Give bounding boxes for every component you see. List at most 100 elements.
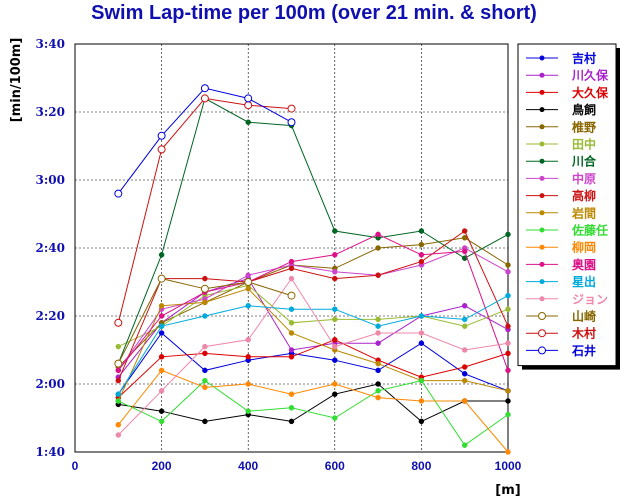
data-point xyxy=(418,418,425,425)
legend-marker xyxy=(539,227,545,233)
data-point xyxy=(375,394,381,401)
series-11 xyxy=(115,377,511,448)
legend-label: 柳岡 xyxy=(572,240,596,255)
series-line xyxy=(118,284,509,348)
x-tick-label: 200 xyxy=(152,459,172,473)
data-point xyxy=(461,323,468,329)
data-point xyxy=(158,367,165,374)
legend-marker xyxy=(539,89,545,95)
data-point xyxy=(202,384,208,391)
data-point xyxy=(158,408,165,414)
data-point xyxy=(418,313,425,319)
data-point xyxy=(375,330,381,336)
y-tick-label: 3:40 xyxy=(36,37,65,51)
legend-entry: 鳥飼 xyxy=(526,102,596,117)
data-point xyxy=(288,330,295,336)
series-line xyxy=(118,379,509,446)
legend-entry: 岩間 xyxy=(526,205,596,220)
series-line xyxy=(117,237,509,368)
legend-label: 吉村 xyxy=(572,51,596,66)
series-line xyxy=(117,295,509,395)
data-point xyxy=(505,269,511,275)
y-tick-label: 3:20 xyxy=(36,105,65,119)
legend-label: 奥園 xyxy=(572,257,596,272)
data-point xyxy=(158,323,165,329)
data-point xyxy=(157,274,166,283)
legend-marker xyxy=(539,296,545,302)
data-point xyxy=(115,391,122,397)
data-point xyxy=(158,252,165,258)
data-point xyxy=(287,118,296,127)
data-point xyxy=(375,381,381,387)
data-point xyxy=(288,275,295,282)
data-point xyxy=(505,231,511,238)
data-point xyxy=(332,337,338,343)
data-point xyxy=(158,354,165,360)
legend-label: 木村 xyxy=(571,326,596,341)
series-line xyxy=(117,369,509,453)
data-point xyxy=(245,119,251,125)
data-point xyxy=(375,272,381,278)
legend-marker xyxy=(538,312,546,320)
legend-entry: 吉村 xyxy=(526,51,596,66)
data-point xyxy=(418,340,425,346)
legend-entry: 石井 xyxy=(526,343,596,358)
legend-marker xyxy=(539,244,545,250)
data-point xyxy=(158,330,165,336)
data-point xyxy=(461,398,468,404)
data-point xyxy=(332,275,338,282)
legend-entry: 高柳 xyxy=(526,188,596,203)
data-point xyxy=(332,306,338,312)
data-point xyxy=(288,258,295,265)
data-point xyxy=(245,303,251,309)
data-point xyxy=(288,354,295,360)
data-point xyxy=(505,367,511,374)
legend-entry: 星出 xyxy=(526,274,596,289)
data-point xyxy=(288,306,295,312)
data-point xyxy=(158,388,165,394)
legend-marker xyxy=(539,72,545,78)
legend-label: 山崎 xyxy=(572,309,596,324)
data-point xyxy=(375,323,381,329)
data-point xyxy=(461,371,468,377)
data-point xyxy=(505,350,511,357)
series-15 xyxy=(115,275,511,438)
data-point xyxy=(505,449,511,455)
legend-label: 高柳 xyxy=(572,188,596,203)
series-14 xyxy=(115,292,511,397)
y-tick-label: 2:00 xyxy=(36,377,65,391)
x-tick-label: 600 xyxy=(325,459,345,473)
data-point xyxy=(461,316,468,323)
data-point xyxy=(244,278,253,286)
data-point xyxy=(505,292,511,299)
data-point xyxy=(332,269,338,275)
data-point xyxy=(202,377,208,384)
data-point xyxy=(505,340,511,346)
data-point xyxy=(200,94,209,103)
data-point xyxy=(418,377,425,384)
data-point xyxy=(288,418,295,425)
legend-entry: 中原 xyxy=(526,171,596,186)
legend-entry: 柳岡 xyxy=(526,240,596,255)
data-point xyxy=(332,415,338,421)
legend-marker xyxy=(539,210,545,216)
legend-label: 岩間 xyxy=(571,205,596,220)
data-point xyxy=(505,398,511,404)
series-lines xyxy=(114,84,511,455)
data-point xyxy=(115,377,122,384)
legend-marker xyxy=(539,193,545,199)
data-point xyxy=(288,320,295,326)
legend-entry: 佐藤任 xyxy=(526,223,608,238)
data-point xyxy=(244,101,253,110)
legend-marker xyxy=(539,279,545,285)
data-point xyxy=(157,131,166,140)
data-point xyxy=(202,299,208,306)
legend-label: ジョン xyxy=(572,292,608,306)
y-tick-label: 3:00 xyxy=(36,173,65,187)
x-tick-label: 800 xyxy=(411,459,431,473)
x-tick-label: 0 xyxy=(72,459,79,473)
series-line xyxy=(117,339,509,398)
legend-entry: 木村 xyxy=(526,326,596,341)
series-line xyxy=(117,230,509,381)
data-point xyxy=(202,418,208,425)
